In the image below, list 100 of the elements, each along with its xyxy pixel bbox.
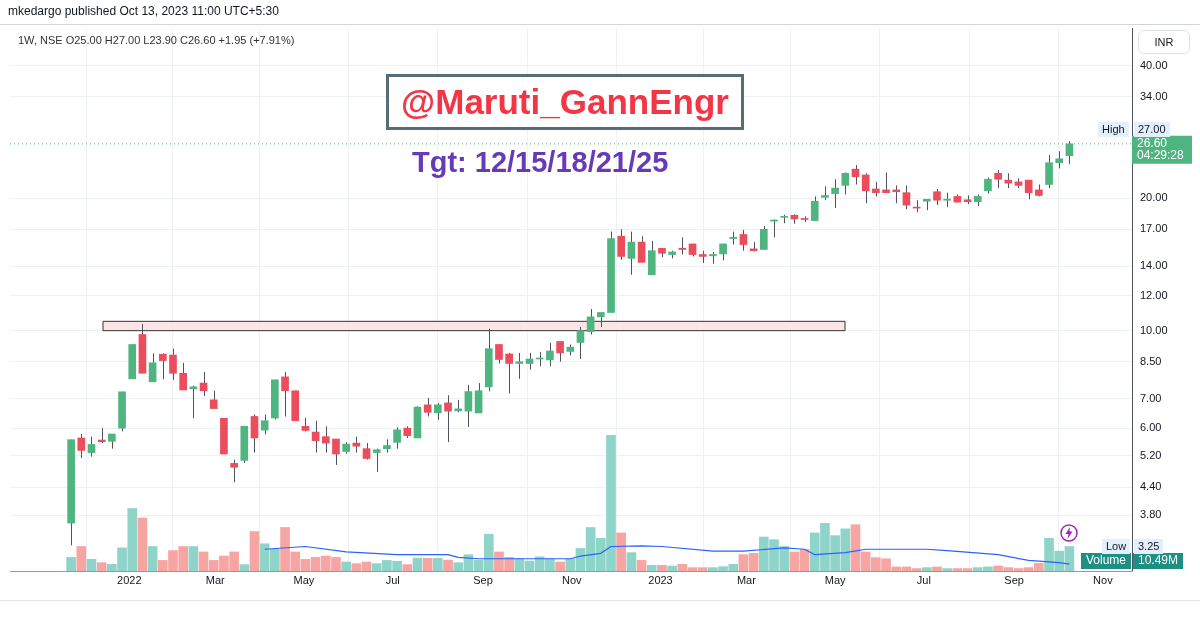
x-tick-label: Jul: [385, 573, 400, 586]
candlestick: [1045, 154, 1053, 189]
text: 27.00: [1134, 122, 1170, 137]
candlestick: [994, 169, 1002, 189]
candlestick: [158, 352, 167, 380]
x-tick-label: Nov: [561, 573, 583, 586]
bar: [341, 561, 351, 571]
annotation: Tgt: 12/15/18/21/25: [412, 146, 669, 179]
candlestick: [260, 413, 269, 435]
candlestick: [627, 231, 636, 276]
bar: [433, 558, 443, 571]
bar: [137, 517, 148, 571]
candlestick: [230, 459, 238, 483]
bar: [667, 565, 677, 571]
text: 1W, NSE O25.00 H27.00 L23.90 C26.60 +1.95 (+7.91%): [18, 34, 295, 46]
candlestick: [87, 436, 96, 458]
candlestick: [637, 235, 646, 263]
x-tick-label: May: [824, 573, 847, 586]
candlestick: [861, 172, 870, 204]
bar: [555, 561, 565, 571]
bar: [76, 546, 87, 571]
x-tick-label: 2022: [117, 573, 142, 586]
candlestick: [148, 352, 157, 383]
candlestick: [321, 425, 330, 454]
candlestick: [474, 382, 483, 414]
candlestick: [505, 352, 513, 394]
candlestick: [281, 371, 289, 417]
y-tick-label: 4.40: [1140, 480, 1162, 493]
text: 04:29:28: [1137, 148, 1185, 163]
candlestick: [464, 384, 473, 428]
y-tick-label: 5.20: [1140, 448, 1162, 461]
bar: [188, 546, 199, 571]
annotation: @Maruti_GannEngr: [386, 74, 744, 130]
y-tick-label: 20.00: [1140, 191, 1168, 204]
y-tick-label: 6.00: [1140, 421, 1162, 434]
candlestick: [810, 195, 819, 222]
y-tick-label: 8.50: [1140, 354, 1162, 367]
bar: [96, 562, 107, 571]
bar: [239, 564, 250, 571]
bar: [626, 552, 637, 571]
ref-line-label: 26.60: [1137, 136, 1168, 151]
y-tick-label: 17.00: [1140, 222, 1168, 235]
candlestick: [1024, 179, 1033, 200]
bar: [921, 567, 932, 571]
series-label: Volume: [1085, 553, 1127, 568]
candlestick: [841, 171, 850, 196]
x-tick-label: Mar: [736, 573, 757, 586]
candlestick: [393, 426, 401, 450]
y-axis-title: INR: [1138, 30, 1190, 54]
x-tick-label: Jul: [916, 573, 931, 586]
candlestick: [546, 342, 554, 367]
candlestick: [250, 413, 259, 454]
x-tick-label: Sep: [1004, 573, 1024, 586]
bar: [657, 564, 667, 571]
y-tick-label: 7.00: [1140, 391, 1162, 404]
bar: [443, 559, 453, 571]
x-tick-label: Mar: [205, 573, 225, 586]
candlestick: [556, 340, 564, 363]
chart-subtitle: mkedargo published Oct 13, 2023 11:00 UTC+5:30: [8, 4, 279, 18]
text: 10.49M: [1138, 553, 1179, 568]
text: 3.25: [1134, 539, 1164, 554]
x-tick-label: Nov: [1093, 573, 1114, 586]
y-tick-label: 10.00: [1140, 323, 1168, 336]
candlestick: [902, 184, 911, 210]
candlestick: [169, 348, 177, 381]
candlestick: [739, 229, 748, 252]
candlestick: [515, 352, 524, 380]
bar: [616, 532, 627, 571]
candlestick: [678, 236, 687, 256]
candlestick: [179, 362, 188, 391]
bar: [412, 557, 423, 571]
bar: [422, 558, 433, 571]
candlestick: [617, 228, 626, 261]
candlestick: [77, 433, 86, 459]
y-tick-label: 14.00: [1140, 259, 1168, 272]
x-tick-label: 2023: [648, 573, 673, 586]
candlestick: [576, 326, 585, 360]
bar: [942, 568, 953, 571]
bar: [147, 546, 158, 571]
y-tick-label: 3.80: [1140, 508, 1162, 521]
y-tick-label: 40.00: [1140, 59, 1168, 71]
y-tick-label: 12.00: [1140, 288, 1168, 301]
candlestick: [423, 397, 432, 417]
candlestick: [495, 344, 503, 364]
x-tick-label: May: [293, 573, 315, 586]
candlestick: [882, 171, 890, 194]
bar: [402, 564, 413, 571]
bar: [66, 557, 76, 571]
bar: [932, 566, 942, 571]
bar: [249, 531, 260, 571]
candlestick: [444, 394, 452, 443]
candlestick: [332, 438, 340, 466]
candlestick: [831, 178, 839, 209]
candlestick: [759, 225, 768, 250]
annotation: High: [1098, 122, 1129, 137]
x-tick-label: Sep: [473, 573, 493, 586]
bar: [86, 558, 97, 571]
bar: [636, 560, 647, 571]
bar: [646, 564, 657, 571]
y-tick-label: 34.00: [1140, 90, 1168, 103]
